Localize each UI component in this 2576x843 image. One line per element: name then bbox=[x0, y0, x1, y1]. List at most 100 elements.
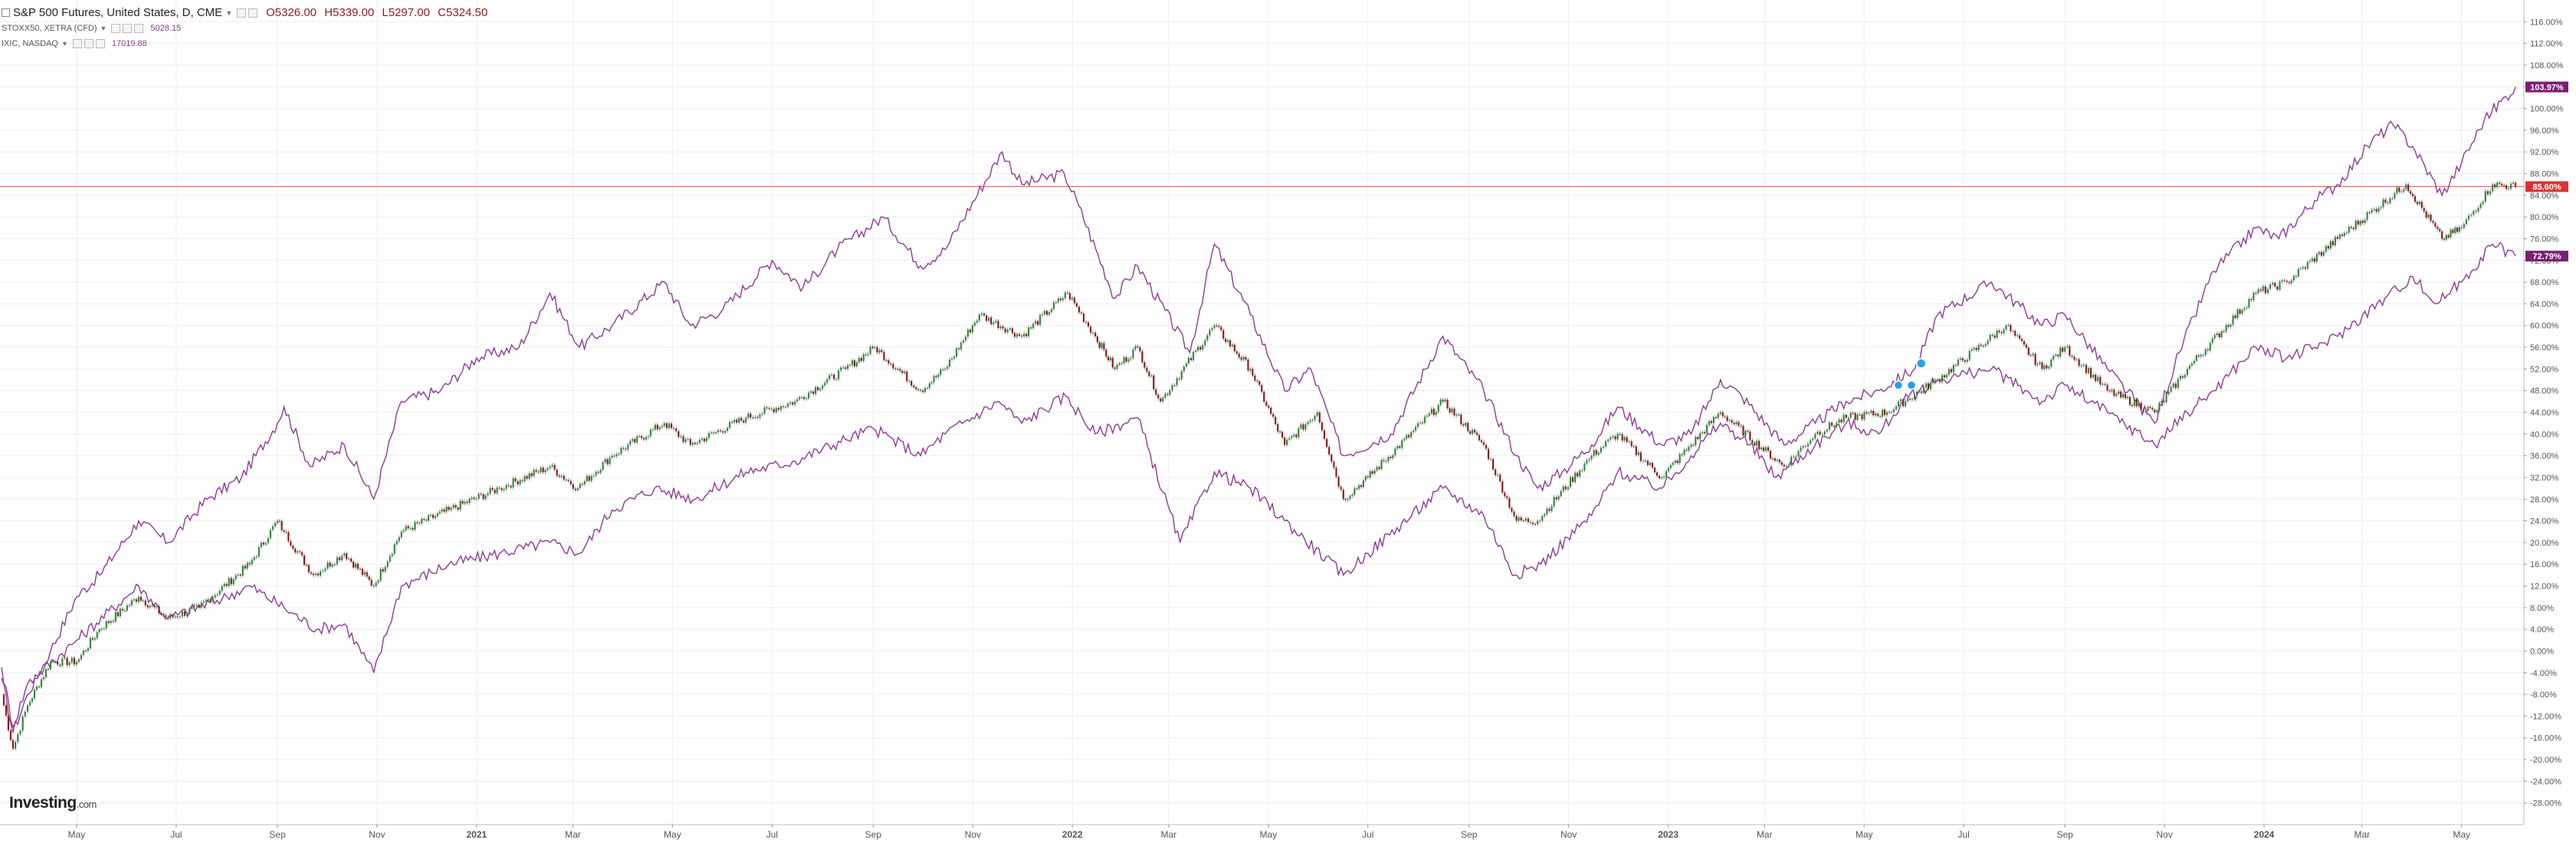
candle-body bbox=[987, 317, 990, 321]
eye-icon[interactable] bbox=[111, 24, 121, 33]
candle-body bbox=[1444, 399, 1446, 402]
candle-body bbox=[51, 661, 54, 662]
candle-body bbox=[2030, 355, 2032, 356]
candle-body bbox=[82, 650, 85, 655]
balloon-marker-icon[interactable] bbox=[1906, 380, 1917, 390]
candle-body bbox=[1225, 338, 1227, 343]
candle-body bbox=[2059, 347, 2062, 357]
candle-body bbox=[999, 326, 1002, 329]
x-tick-label: May bbox=[68, 829, 86, 840]
candle-body bbox=[1656, 472, 1659, 476]
candle-body bbox=[1226, 340, 1229, 343]
square-minus-icon[interactable] bbox=[2, 8, 10, 17]
candle-body bbox=[1421, 422, 1424, 424]
candle-body bbox=[361, 569, 363, 576]
settings-icon[interactable] bbox=[237, 8, 247, 18]
y-tick-label: 20.00% bbox=[2530, 539, 2559, 548]
investing-logo[interactable]: Investing.com bbox=[9, 794, 97, 812]
candle-body bbox=[2502, 185, 2505, 186]
candle-body bbox=[581, 484, 583, 485]
close-icon[interactable] bbox=[95, 39, 105, 48]
candle-body bbox=[1399, 446, 1401, 448]
candle-body bbox=[466, 501, 468, 504]
candle-body bbox=[1146, 367, 1148, 372]
y-axis[interactable]: 116.00%112.00%108.00%104.00%100.00%96.00… bbox=[2524, 18, 2564, 809]
candle-body bbox=[1256, 380, 1258, 382]
candle-body bbox=[933, 376, 935, 382]
candle-body bbox=[1665, 471, 1668, 477]
candle-body bbox=[2025, 344, 2027, 348]
symbol-title[interactable]: S&P 500 Futures, United States, D, CME bbox=[13, 5, 223, 19]
y-tick-label: 52.00% bbox=[2530, 365, 2559, 374]
candle-body bbox=[1712, 417, 1715, 424]
candle-body bbox=[445, 507, 448, 512]
x-axis[interactable]: May Jul Sep Nov 2021 Mar May Jul Sep Nov 2022 Mar Ma… bbox=[68, 825, 2470, 840]
balloon-marker-icon[interactable] bbox=[1893, 380, 1904, 390]
last-value-label: 103.97% bbox=[2530, 83, 2564, 92]
candle-body bbox=[1288, 438, 1291, 440]
candle-body bbox=[786, 403, 789, 407]
candle-body bbox=[2, 694, 5, 706]
candle-body bbox=[670, 423, 673, 428]
candle-body bbox=[2099, 376, 2102, 385]
candle-body bbox=[1469, 431, 1472, 434]
candle-body bbox=[1380, 460, 1383, 469]
candle-body bbox=[860, 357, 862, 362]
candle-body bbox=[1249, 369, 1252, 371]
close-icon[interactable] bbox=[248, 8, 258, 18]
candle-body bbox=[831, 374, 833, 376]
candle-body bbox=[1075, 303, 1078, 307]
candle-body bbox=[1107, 356, 1110, 361]
candle-body bbox=[477, 494, 480, 499]
candle-body bbox=[1121, 363, 1123, 365]
close-icon[interactable] bbox=[134, 24, 144, 33]
balloon-marker-icon[interactable] bbox=[1915, 358, 1927, 369]
y-tick-label: 80.00% bbox=[2530, 213, 2559, 222]
caret-down-icon[interactable]: ▼ bbox=[225, 8, 233, 17]
compare-row-ixic[interactable]: IXIC, NASDAQ ▼ 17019.88 bbox=[2, 36, 492, 51]
candle-body bbox=[510, 486, 512, 488]
main-symbol-row[interactable]: S&P 500 Futures, United States, D, CME ▼… bbox=[2, 5, 492, 21]
candle-body bbox=[829, 375, 831, 379]
candle-body bbox=[114, 612, 116, 622]
candle-body bbox=[773, 408, 775, 413]
candle-body bbox=[858, 357, 860, 362]
candle-body bbox=[44, 669, 48, 677]
caret-down-icon[interactable]: ▼ bbox=[61, 40, 68, 48]
compare-label[interactable]: IXIC, NASDAQ bbox=[2, 39, 58, 48]
candle-body bbox=[1866, 412, 1868, 414]
candle-body bbox=[1571, 477, 1574, 482]
settings-icon[interactable] bbox=[123, 24, 133, 33]
candle-body bbox=[1633, 446, 1635, 448]
candle-body bbox=[11, 740, 15, 749]
candle-body bbox=[1705, 425, 1708, 434]
candle-body bbox=[763, 407, 766, 414]
candle-body bbox=[2200, 355, 2202, 357]
compare-label[interactable]: STOXX50, XETRA (CFD) bbox=[2, 24, 97, 33]
candle-body bbox=[1800, 447, 1802, 451]
candle-body bbox=[2322, 251, 2325, 256]
compare-row-stoxx[interactable]: STOXX50, XETRA (CFD) ▼ 5028.15 bbox=[2, 21, 492, 36]
candle-body bbox=[647, 436, 650, 438]
candle-body bbox=[2311, 258, 2313, 261]
candle-body bbox=[1564, 486, 1567, 490]
event-markers[interactable] bbox=[1893, 358, 1927, 390]
eye-icon[interactable] bbox=[72, 39, 82, 48]
candle-body bbox=[1715, 417, 1717, 418]
candle-body bbox=[1708, 421, 1711, 425]
candle-body bbox=[1362, 480, 1364, 487]
candle-body bbox=[924, 388, 927, 392]
candle-body bbox=[1927, 383, 1930, 389]
candle-body bbox=[146, 605, 149, 608]
candle-body bbox=[1524, 518, 1527, 521]
candle-body bbox=[2057, 354, 2059, 357]
settings-icon[interactable] bbox=[84, 39, 94, 48]
candle-body bbox=[1006, 330, 1009, 333]
caret-down-icon[interactable]: ▼ bbox=[100, 25, 107, 32]
candle-body bbox=[940, 369, 942, 375]
candle-body bbox=[278, 520, 281, 522]
x-tick-label: Nov bbox=[965, 829, 981, 840]
candle-body bbox=[1401, 440, 1403, 448]
candle-body bbox=[153, 605, 156, 608]
